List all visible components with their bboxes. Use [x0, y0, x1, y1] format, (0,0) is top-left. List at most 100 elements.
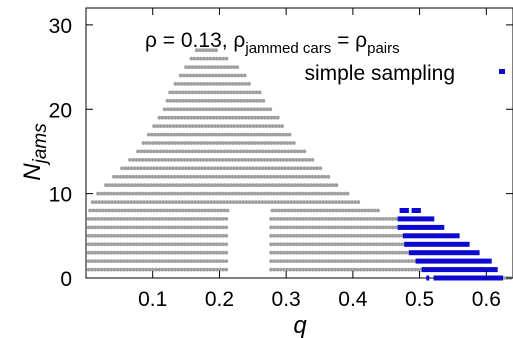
gray-point: [164, 183, 169, 188]
gray-point: [355, 267, 360, 272]
gray-point: [195, 242, 200, 247]
gray-point: [150, 267, 155, 272]
gray-point: [124, 174, 129, 179]
gray-point: [121, 191, 126, 196]
gray-point: [368, 250, 373, 255]
gray-point: [334, 183, 339, 188]
gray-point: [187, 124, 192, 128]
gray-point: [276, 166, 281, 171]
gray-point: [221, 82, 226, 86]
gray-point: [129, 208, 134, 213]
gray-point: [352, 242, 357, 247]
gray-point: [358, 225, 363, 230]
gray-point: [307, 233, 312, 238]
gray-point: [107, 208, 112, 213]
gray-point: [381, 267, 385, 272]
gray-point: [163, 141, 168, 145]
gray-point: [200, 90, 205, 95]
gray-point: [324, 183, 329, 188]
gray-point: [208, 217, 213, 221]
gray-point: [218, 242, 222, 247]
gray-point: [118, 217, 123, 221]
gray-point: [225, 149, 230, 154]
gray-point: [218, 267, 222, 272]
gray-point: [400, 267, 405, 272]
gray-point: [180, 149, 185, 154]
gray-point: [171, 90, 176, 95]
gray-point: [168, 166, 172, 171]
gray-point: [378, 250, 382, 255]
gray-point: [214, 242, 219, 247]
gray-point: [128, 267, 133, 272]
gray-point: [174, 183, 179, 188]
gray-point: [252, 158, 257, 162]
gray-point: [93, 250, 97, 255]
gray-point: [269, 259, 273, 263]
gray-point: [186, 115, 191, 120]
gray-point: [378, 242, 382, 247]
gray-point: [358, 250, 363, 255]
gray-point: [100, 200, 105, 205]
gray-point: [315, 166, 320, 171]
gray-point: [314, 267, 318, 272]
gray-point: [167, 115, 171, 120]
gray-point: [312, 183, 316, 188]
gray-point: [186, 217, 190, 221]
gray-point: [292, 200, 297, 205]
gray-point: [261, 124, 265, 128]
gray-point: [187, 90, 192, 95]
gray-point: [360, 208, 364, 213]
gray-point: [257, 166, 262, 171]
gray-point: [147, 217, 152, 221]
gray-point: [147, 174, 152, 179]
y-axis-label: Njams: [19, 123, 51, 181]
gray-point: [304, 158, 308, 162]
gray-point: [387, 259, 392, 263]
gray-point: [209, 183, 214, 188]
gray-point: [138, 233, 142, 238]
gray-point: [197, 98, 202, 103]
gray-point: [387, 242, 392, 247]
gray-point: [142, 200, 146, 205]
gray-point: [203, 166, 208, 171]
gray-point: [223, 98, 227, 103]
gray-point: [302, 183, 307, 188]
gray-point: [208, 115, 213, 120]
gray-point: [272, 242, 277, 247]
gray-point: [254, 166, 259, 171]
gray-point: [368, 225, 373, 230]
gray-point: [202, 56, 207, 61]
gray-point: [314, 225, 318, 230]
gray-point: [218, 217, 222, 221]
gray-point: [387, 217, 392, 221]
gray-point: [330, 259, 334, 263]
gray-point: [102, 250, 107, 255]
gray-point: [198, 73, 202, 78]
gray-point: [141, 225, 146, 230]
gray-point: [173, 115, 178, 120]
gray-point: [198, 233, 203, 238]
gray-point: [289, 183, 294, 188]
gray-point: [210, 48, 215, 53]
gray-point: [390, 217, 395, 221]
gray-point: [91, 208, 96, 213]
gray-point: [204, 158, 209, 162]
gray-point: [297, 174, 302, 179]
gray-point: [182, 225, 187, 230]
gray-point: [90, 200, 95, 205]
gray-point: [206, 124, 211, 128]
gray-point: [243, 174, 248, 179]
gray-point: [333, 225, 337, 230]
gray-point: [207, 48, 212, 53]
gray-point: [246, 174, 251, 179]
gray-point: [146, 132, 151, 137]
gray-point: [134, 225, 139, 230]
gray-point: [202, 200, 207, 205]
gray-point: [128, 242, 133, 247]
gray-point: [137, 158, 142, 162]
gray-point: [390, 250, 395, 255]
gray-point: [154, 250, 158, 255]
gray-point: [300, 158, 305, 162]
gray-point: [172, 174, 177, 179]
gray-point: [264, 183, 268, 188]
